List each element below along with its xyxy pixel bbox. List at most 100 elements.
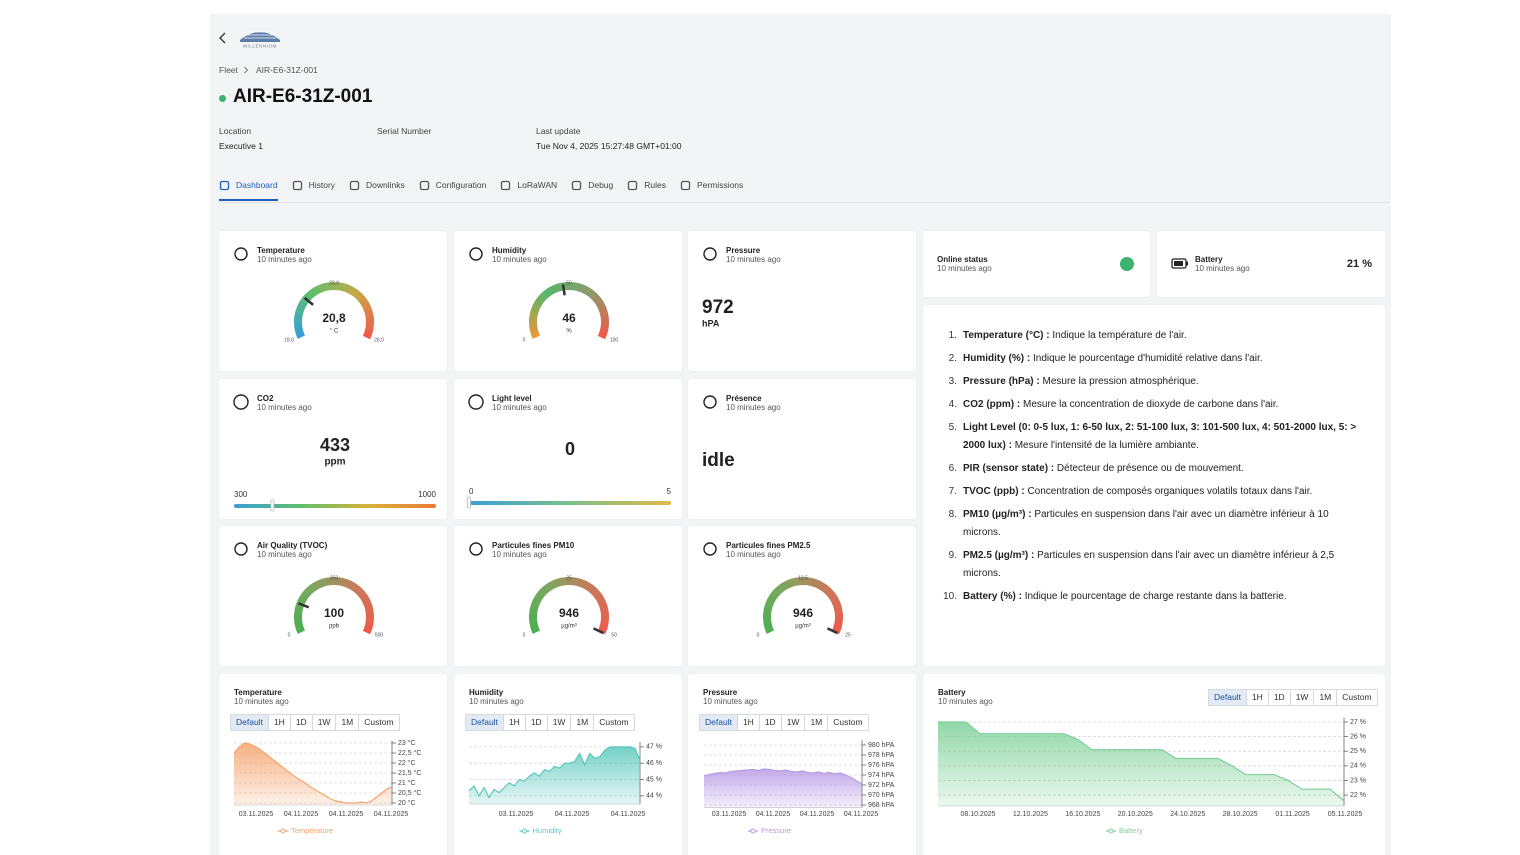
online-indicator: [1120, 257, 1134, 271]
scale-bar: [469, 501, 671, 505]
gauge-arc: [538, 588, 547, 597]
gauge-arc: [317, 579, 324, 589]
range-button[interactable]: Custom: [593, 714, 635, 731]
legend-term: Light Level (0: 0-5 lux, 1: 6-50 lux, 2:…: [963, 422, 1357, 451]
range-button[interactable]: 1W: [1289, 689, 1315, 706]
legend-label[interactable]: Pressure: [761, 826, 791, 835]
gauge-arc: [311, 582, 319, 591]
scale-marker: [270, 499, 275, 512]
gauge-value: 100: [324, 606, 344, 620]
gauge-arc: [532, 596, 542, 604]
gauge-arc: [342, 283, 349, 293]
tab-icon: [219, 180, 230, 190]
gauge-arc: [296, 332, 306, 339]
range-button[interactable]: 1W: [546, 714, 572, 731]
x-tick-label: 03.11.2025: [239, 811, 274, 818]
area: [469, 746, 640, 804]
legend-label[interactable]: Temperature: [291, 826, 333, 835]
tab[interactable]: Rules: [627, 177, 666, 201]
tab[interactable]: Configuration: [419, 177, 486, 201]
chart-title: Pressure: [703, 688, 738, 697]
gauge-arc: [531, 304, 541, 312]
y-tick-label: 21,5 °C: [398, 769, 421, 777]
gauge-arc: [833, 622, 843, 628]
legend-term: Humidity (%) :: [963, 353, 1031, 364]
gauge-arc: [780, 582, 788, 591]
tab-icon: [501, 180, 511, 190]
back-button[interactable]: [217, 31, 229, 45]
tab[interactable]: Dashboard: [219, 177, 278, 201]
card-title: Particules fines PM10: [492, 541, 575, 550]
range-button[interactable]: Default: [230, 714, 269, 731]
range-button[interactable]: Default: [465, 714, 504, 731]
gauge-arc: [534, 593, 544, 602]
gauge-unit: %: [566, 329, 572, 335]
gauge-arc: [305, 291, 314, 300]
gauge-arc: [589, 291, 598, 300]
gauge-arc: [589, 586, 598, 595]
range-button[interactable]: Custom: [358, 714, 400, 731]
card-title: Présence: [726, 394, 762, 403]
gauge-arc: [303, 588, 312, 597]
gauge-arc: [294, 606, 304, 612]
area: [938, 721, 1344, 806]
legend-text: Concentration de composés organiques vol…: [1027, 486, 1313, 497]
gauge-arc: [534, 298, 544, 307]
card-icon: [469, 542, 483, 556]
y-tick-label: 24 %: [1350, 763, 1366, 770]
sensor-card: 20,8 ° C 18,0 23,0 28,0 Temperature 10 minutes…: [219, 231, 447, 371]
legend-body: PM2.5 (µg/m³) : Particules en suspension…: [963, 547, 1367, 583]
tab[interactable]: Permissions: [680, 177, 743, 201]
range-button[interactable]: 1D: [524, 714, 548, 731]
gauge-value: 946: [559, 606, 579, 620]
line: [233, 742, 393, 804]
legend-label[interactable]: Humidity: [533, 826, 562, 835]
gauge-arc: [352, 289, 361, 298]
range-button[interactable]: Custom: [827, 714, 869, 731]
tab[interactable]: LoRaWAN: [500, 177, 557, 201]
gauge-arc: [768, 593, 778, 602]
tab-icon: [419, 180, 429, 190]
gauge-arc: [764, 624, 773, 631]
gauge-arc: [531, 599, 541, 607]
range-buttons: Default 1H 1D 1W 1M Custom: [230, 714, 400, 731]
scale-min: 0: [469, 487, 474, 496]
page-title: AIR-E6-31Z-001: [233, 86, 373, 107]
y-tick-label: 22 %: [1350, 792, 1366, 799]
tab[interactable]: Debug: [571, 177, 613, 201]
card-subtitle: 10 minutes ago: [492, 403, 547, 412]
x-tick-label: 01.11.2025: [1275, 811, 1310, 818]
legend-number: 5.: [948, 422, 957, 433]
gauge-arc: [549, 285, 556, 295]
legend-number: 3.: [948, 376, 957, 387]
y-tick-label: 25 %: [1350, 748, 1366, 755]
gauge-value: 20,8: [322, 311, 346, 325]
gauge-arc: [339, 282, 345, 292]
range-button[interactable]: Custom: [1336, 689, 1378, 706]
tab[interactable]: Downlinks: [349, 177, 405, 201]
legend-item: 8. PM10 (µg/m³) : Particules en suspensio…: [937, 506, 1367, 542]
gauge-arc: [813, 579, 821, 589]
tab-icon: [680, 180, 691, 190]
breadcrumb-separator: [244, 66, 249, 74]
tab-icon: [628, 180, 638, 190]
line: [703, 768, 863, 785]
legend-term: TVOC (ppb) :: [963, 486, 1025, 497]
legend-label[interactable]: Battery: [1119, 826, 1143, 835]
gauge-unit: ppb: [329, 624, 340, 630]
sensor-card: 433 ppm 300 1000 CO2 10 minutes ago: [219, 379, 447, 519]
legend-text: Mesure la pression atmosphérique.: [1042, 376, 1199, 387]
gauge-arc: [543, 288, 551, 298]
range-button[interactable]: 1M: [570, 714, 595, 731]
gauge-arc: [362, 600, 372, 607]
legend-body: PIR (sensor state) : Détecteur de présen…: [963, 460, 1244, 478]
tab-icon-shape: [419, 180, 429, 190]
legend-item: 4. CO2 (ppm) : Mesure la concentration de…: [937, 396, 1367, 414]
gauge-arc: [296, 627, 306, 634]
breadcrumb-link[interactable]: Fleet: [219, 65, 238, 75]
x-tick-label: 04.11.2025: [800, 811, 835, 818]
meta-value: Executive 1: [219, 141, 263, 151]
gauge-arc: [529, 622, 539, 628]
tab[interactable]: History: [292, 177, 335, 201]
